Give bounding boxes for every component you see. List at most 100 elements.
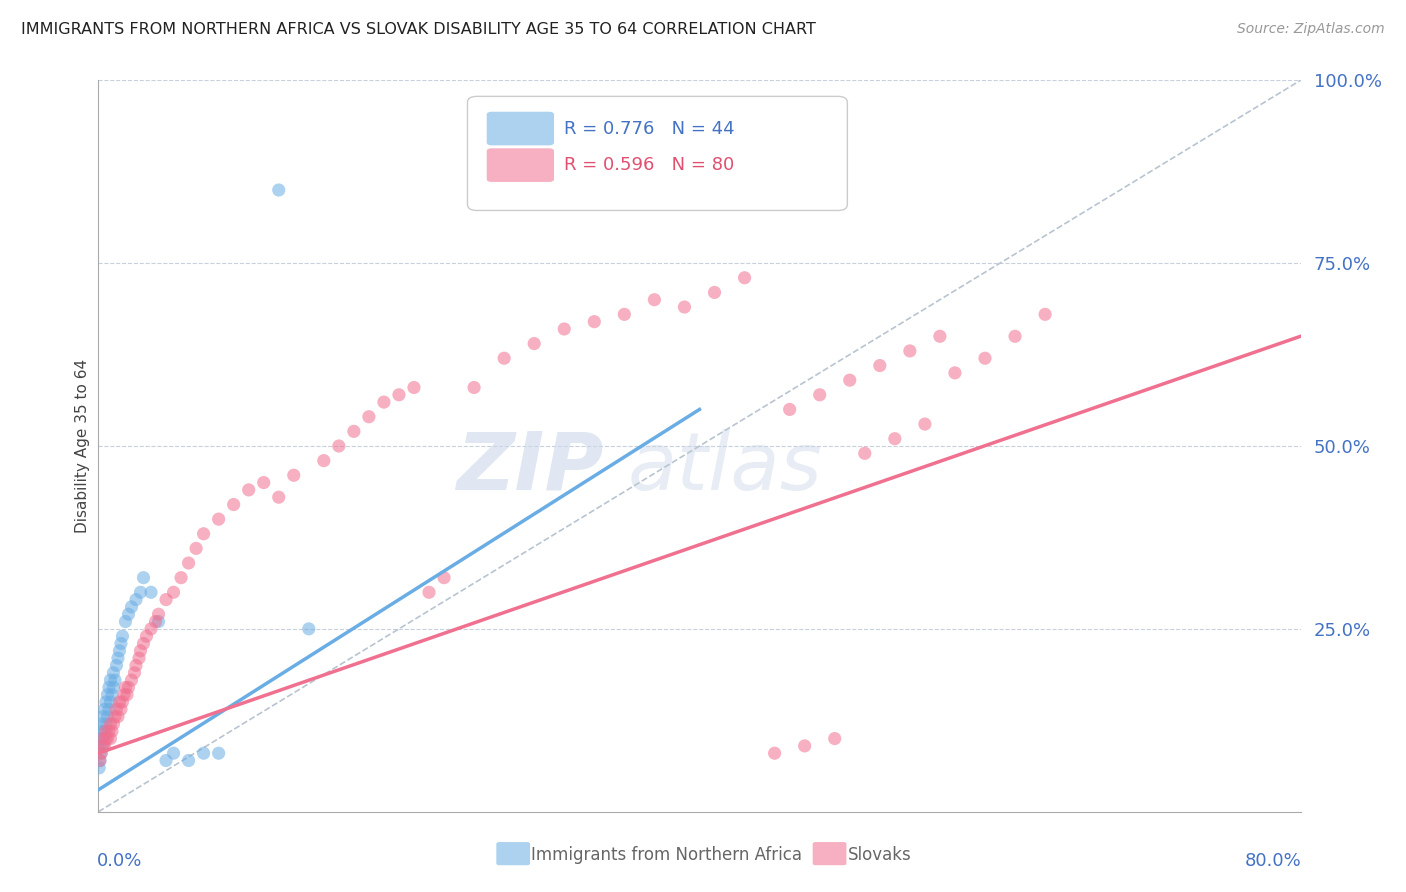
Point (808, 388, 831, 402)
Point (703, 285, 725, 300)
Point (184, 541, 207, 556)
Point (343, 425, 366, 439)
Point (90, 746, 112, 760)
Point (155, 754, 177, 768)
Point (96, 709, 118, 723)
Text: Source: ZipAtlas.com: Source: ZipAtlas.com (1237, 22, 1385, 37)
Point (90, 717, 112, 731)
Point (89, 754, 111, 768)
FancyBboxPatch shape (486, 112, 554, 145)
Point (114, 681, 136, 695)
Point (162, 585, 184, 599)
Point (1033, 307, 1056, 321)
Point (155, 592, 177, 607)
Point (193, 526, 215, 541)
Point (103, 665, 125, 680)
Point (89, 754, 111, 768)
Point (107, 651, 129, 665)
Point (110, 702, 132, 716)
Point (117, 607, 139, 622)
Point (853, 446, 876, 460)
Point (177, 556, 200, 570)
Point (943, 366, 966, 380)
Point (132, 571, 155, 585)
Point (139, 585, 162, 599)
Point (734, 270, 756, 285)
Point (97, 681, 120, 695)
Point (96, 688, 118, 702)
Point (94, 731, 117, 746)
Point (100, 717, 122, 731)
Point (898, 343, 921, 358)
Point (402, 380, 425, 394)
Text: ZIP: ZIP (456, 429, 603, 507)
Point (110, 636, 132, 650)
Point (93, 739, 115, 753)
Text: atlas: atlas (627, 429, 823, 507)
Point (125, 592, 148, 607)
Point (583, 315, 606, 329)
Point (373, 395, 395, 409)
Point (93, 731, 115, 746)
Point (111, 629, 134, 643)
Text: Immigrants from Northern Africa: Immigrants from Northern Africa (531, 846, 803, 863)
Point (103, 681, 125, 695)
Point (108, 644, 131, 658)
Point (91, 739, 114, 753)
Point (89, 739, 111, 753)
Point (869, 359, 891, 373)
Point (793, 739, 815, 753)
Point (96, 731, 118, 746)
Point (238, 483, 260, 497)
Point (103, 717, 125, 731)
Point (145, 615, 167, 629)
Point (222, 498, 245, 512)
Point (553, 322, 575, 336)
Point (105, 702, 128, 716)
Point (779, 402, 801, 417)
Point (97, 702, 120, 716)
Point (132, 636, 155, 650)
Text: 0.0%: 0.0% (97, 852, 142, 870)
Point (104, 709, 127, 723)
FancyBboxPatch shape (467, 96, 848, 211)
Point (824, 731, 846, 746)
Point (91, 724, 114, 739)
Text: 80.0%: 80.0% (1244, 852, 1302, 870)
FancyBboxPatch shape (486, 148, 554, 182)
Point (433, 571, 456, 585)
Point (115, 688, 138, 702)
Point (312, 453, 335, 467)
Point (129, 644, 152, 658)
Point (139, 622, 162, 636)
Point (90, 746, 112, 760)
Point (125, 658, 148, 673)
Point (357, 409, 380, 424)
Point (94, 724, 117, 739)
Point (388, 388, 411, 402)
Point (643, 293, 665, 307)
Point (974, 351, 997, 366)
Point (121, 673, 143, 687)
Text: R = 0.596   N = 80: R = 0.596 N = 80 (564, 156, 734, 174)
Point (94, 717, 117, 731)
Point (100, 731, 122, 746)
Point (267, 490, 290, 504)
Point (193, 746, 215, 760)
Point (129, 585, 152, 599)
Point (283, 468, 305, 483)
Point (121, 599, 143, 614)
Point (838, 373, 860, 387)
Point (208, 512, 231, 526)
Point (111, 695, 134, 709)
Point (124, 665, 146, 680)
Point (177, 754, 200, 768)
Point (93, 724, 115, 739)
Point (101, 724, 124, 739)
Text: R = 0.776   N = 44: R = 0.776 N = 44 (564, 120, 734, 137)
Point (148, 615, 170, 629)
Point (117, 681, 139, 695)
Point (104, 673, 127, 687)
Point (97, 724, 120, 739)
Point (523, 336, 546, 351)
